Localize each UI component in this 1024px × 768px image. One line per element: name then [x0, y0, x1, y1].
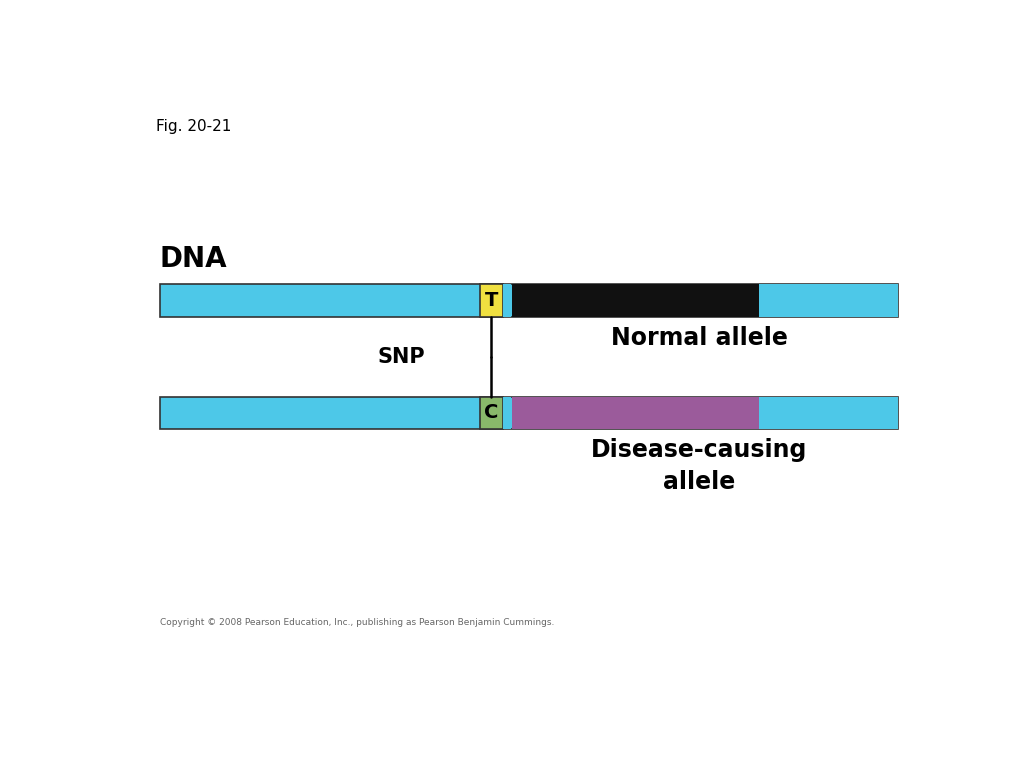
Text: T: T — [484, 291, 498, 310]
Bar — [504, 397, 511, 429]
Text: Copyright © 2008 Pearson Education, Inc., publishing as Pearson Benjamin Cumming: Copyright © 2008 Pearson Education, Inc.… — [160, 618, 554, 627]
Bar — [160, 284, 898, 317]
Bar — [512, 397, 759, 429]
Bar — [759, 397, 898, 429]
Bar — [479, 284, 504, 317]
Text: C: C — [484, 403, 499, 422]
Text: Fig. 20-21: Fig. 20-21 — [156, 119, 231, 134]
Text: Disease-causing
allele: Disease-causing allele — [591, 438, 808, 494]
Bar — [479, 397, 504, 429]
Text: Normal allele: Normal allele — [611, 326, 787, 349]
Bar — [759, 284, 898, 317]
Bar — [512, 284, 759, 317]
Text: SNP: SNP — [378, 347, 426, 367]
Text: DNA: DNA — [160, 244, 227, 273]
Bar — [160, 397, 898, 429]
Bar — [504, 284, 511, 317]
